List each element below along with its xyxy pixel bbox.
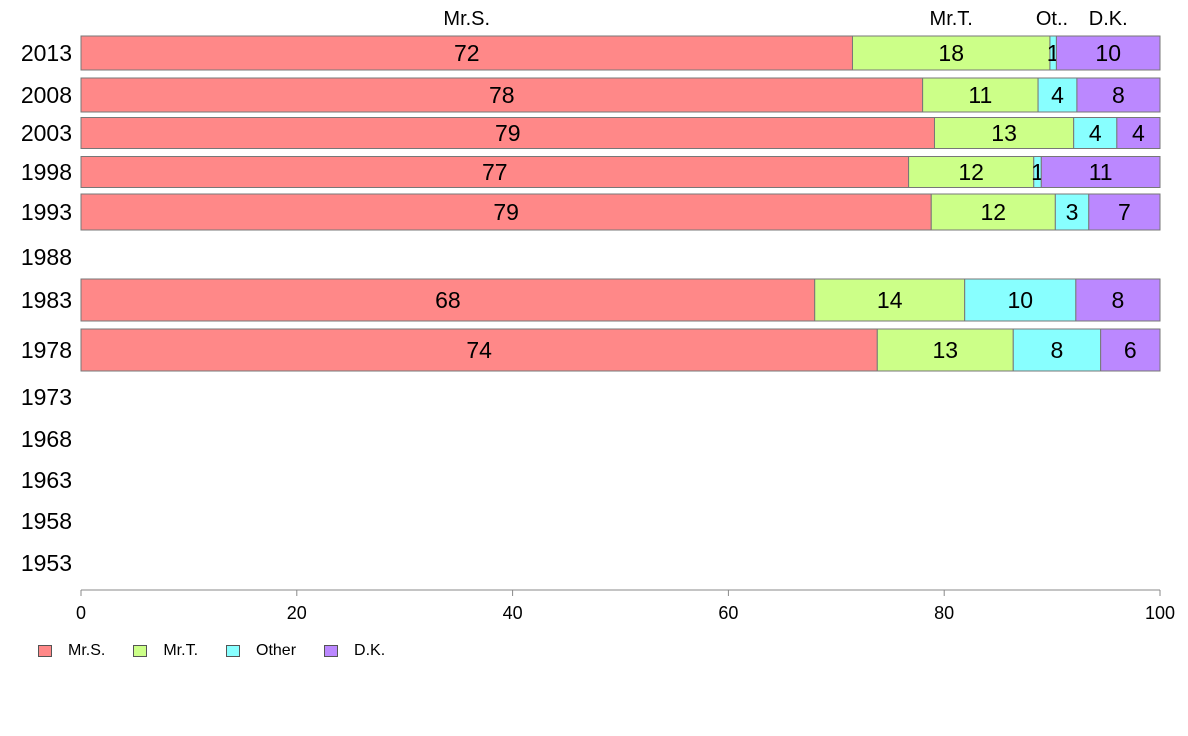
x-tick-label-20: 20 (287, 603, 307, 623)
legend-swatch-other (226, 645, 241, 657)
bar-1983-2 (964, 278, 1077, 322)
data-label-2003-1: 13 (991, 120, 1017, 146)
bar-1978-0 (80, 328, 878, 372)
category-label-1993: 1993 (21, 199, 72, 225)
data-label-2008-3: 8 (1112, 82, 1125, 108)
category-label-2013: 2013 (21, 40, 72, 66)
data-label-2013-3: 10 (1095, 40, 1121, 66)
bar-1978-1 (876, 328, 1014, 372)
bar-2013-0 (80, 35, 853, 71)
data-label-1983-0: 68 (435, 287, 461, 313)
legend: Mr.S. Mr.T. Other D.K. (38, 642, 413, 660)
legend-label-other: Other (256, 642, 297, 659)
bar-1993-0 (80, 193, 932, 231)
x-tick-label-100: 100 (1145, 603, 1175, 623)
data-label-1998-2: 1 (1031, 159, 1044, 185)
bar-2003-1 (933, 117, 1075, 149)
legend-item-mr-t: Mr.T. (133, 642, 198, 660)
data-label-1998-3: 11 (1089, 159, 1113, 185)
data-label-1998-1: 12 (958, 159, 984, 185)
category-label-1963: 1963 (21, 467, 72, 493)
data-label-2008-2: 4 (1051, 82, 1064, 108)
bar-2008-2 (1037, 77, 1078, 113)
bar-1983-3 (1075, 278, 1161, 322)
data-label-1983-3: 8 (1112, 287, 1125, 313)
category-label-1953: 1953 (21, 550, 72, 576)
data-label-2008-1: 11 (968, 82, 992, 108)
data-label-1993-0: 79 (493, 199, 519, 225)
data-label-1993-3: 7 (1118, 199, 1131, 225)
data-label-1978-1: 13 (932, 337, 958, 363)
data-label-1983-1: 14 (877, 287, 903, 313)
bar-1978-2 (1012, 328, 1102, 372)
bar-1993-2 (1054, 193, 1090, 231)
legend-item-dk: D.K. (324, 642, 385, 660)
category-label-1988: 1988 (21, 244, 72, 270)
data-label-2003-3: 4 (1132, 120, 1145, 146)
data-label-1978-0: 74 (466, 337, 492, 363)
data-label-1978-3: 6 (1124, 337, 1137, 363)
data-label-2008-0: 78 (489, 82, 515, 108)
bar-2013-3 (1055, 35, 1161, 71)
bar-1998-3 (1040, 156, 1161, 188)
category-label-1973: 1973 (21, 384, 72, 410)
data-label-1983-2: 10 (1007, 287, 1033, 313)
bar-2003-3 (1116, 117, 1161, 149)
bar-2013-1 (851, 35, 1051, 71)
category-label-1968: 1968 (21, 426, 72, 452)
data-label-2013-1: 18 (938, 40, 964, 66)
bar-1983-0 (80, 278, 816, 322)
bar-1983-1 (814, 278, 966, 322)
category-label-1958: 1958 (21, 508, 72, 534)
category-label-2003: 2003 (21, 120, 72, 146)
bar-1978-3 (1100, 328, 1161, 372)
top-label-2: Ot.. (1036, 8, 1068, 30)
legend-swatch-dk (324, 645, 339, 657)
top-label-3: D.K. (1089, 8, 1128, 30)
data-label-1978-2: 8 (1051, 337, 1064, 363)
category-label-1998: 1998 (21, 159, 72, 185)
legend-item-other: Other (226, 642, 296, 660)
category-label-1978: 1978 (21, 337, 72, 363)
data-label-1998-0: 77 (482, 159, 508, 185)
bar-2008-0 (80, 77, 924, 113)
data-label-1993-2: 3 (1066, 199, 1079, 225)
data-label-2003-0: 79 (495, 120, 521, 146)
x-tick-label-80: 80 (934, 603, 954, 623)
bar-2008-1 (922, 77, 1039, 113)
legend-label-dk: D.K. (354, 642, 386, 659)
bar-2003-0 (80, 117, 935, 149)
category-label-2008: 2008 (21, 82, 72, 108)
data-label-2013-0: 72 (454, 40, 480, 66)
top-label-0: Mr.S. (443, 8, 490, 30)
x-tick-label-60: 60 (718, 603, 738, 623)
legend-swatch-mr-t (133, 645, 148, 657)
bar-1998-0 (80, 156, 910, 188)
top-label-1: Mr.T. (930, 8, 973, 30)
legend-label-mr-s: Mr.S. (68, 642, 106, 659)
bar-1998-1 (908, 156, 1035, 188)
data-label-1993-1: 12 (980, 199, 1006, 225)
x-tick-label-40: 40 (503, 603, 523, 623)
category-label-1983: 1983 (21, 287, 72, 313)
bar-2008-3 (1076, 77, 1161, 113)
legend-label-mr-t: Mr.T. (163, 642, 199, 659)
legend-item-mr-s: Mr.S. (38, 642, 105, 660)
bar-1993-3 (1088, 193, 1161, 231)
x-tick-label-0: 0 (76, 603, 86, 623)
legend-swatch-mr-s (38, 645, 52, 657)
bar-1993-1 (930, 193, 1056, 231)
data-label-2003-2: 4 (1089, 120, 1102, 146)
